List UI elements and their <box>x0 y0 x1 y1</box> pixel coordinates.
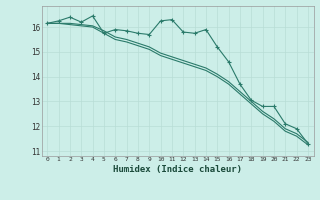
X-axis label: Humidex (Indice chaleur): Humidex (Indice chaleur) <box>113 165 242 174</box>
